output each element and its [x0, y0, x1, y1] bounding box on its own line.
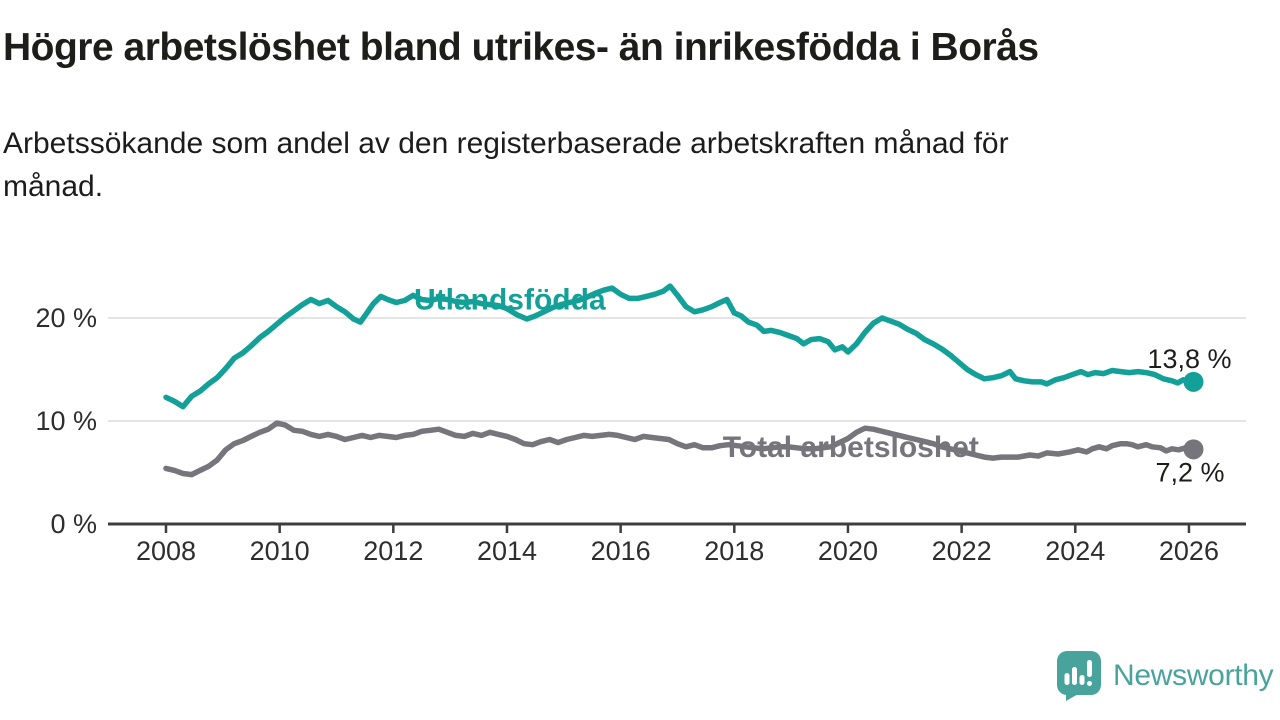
chart-subtitle-line-2: månad. [3, 170, 104, 203]
x-tick-label: 2022 [932, 536, 992, 566]
end-value-label-utlandsfodda: 13,8 % [1147, 344, 1231, 374]
x-tick-label: 2018 [704, 536, 764, 566]
chart-subtitle: Arbetssökande som andel av den registerb… [3, 122, 1253, 208]
series-line-utlandsfodda [163, 283, 1197, 410]
series-line-total-arbetsloshet [163, 420, 1197, 478]
x-tick-label: 2008 [136, 536, 196, 566]
newsworthy-wordmark: Newsworthy [1113, 659, 1274, 692]
x-tick-label: 2026 [1159, 536, 1219, 566]
end-dot-total-arbetsloshet [1183, 439, 1204, 460]
newsworthy-brand: Newsworthy [1056, 650, 1274, 702]
chart-subtitle-line-1: Arbetssökande som andel av den registerb… [3, 127, 1009, 160]
x-tick-label: 2024 [1045, 536, 1105, 566]
y-tick-label: 20 % [35, 303, 97, 333]
x-tick-label: 2012 [363, 536, 423, 566]
series-label-total-arbetsloshet: Total arbetslöshet [723, 431, 979, 464]
end-value-label-total-arbetsloshet: 7,2 % [1155, 457, 1224, 487]
newsworthy-logo-icon [1057, 651, 1101, 701]
x-tick-label: 2020 [818, 536, 878, 566]
x-tick-label: 2010 [250, 536, 310, 566]
x-tick-label: 2016 [591, 536, 651, 566]
y-tick-label: 0 % [50, 509, 97, 539]
y-tick-label: 10 % [35, 406, 97, 436]
x-tick-label: 2014 [477, 536, 537, 566]
end-dot-utlandsfodda [1183, 371, 1204, 392]
chart-title: Högre arbetslöshet bland utrikes- än inr… [3, 26, 1039, 69]
series-label-utlandsfodda: Utlandsfödda [414, 283, 606, 316]
